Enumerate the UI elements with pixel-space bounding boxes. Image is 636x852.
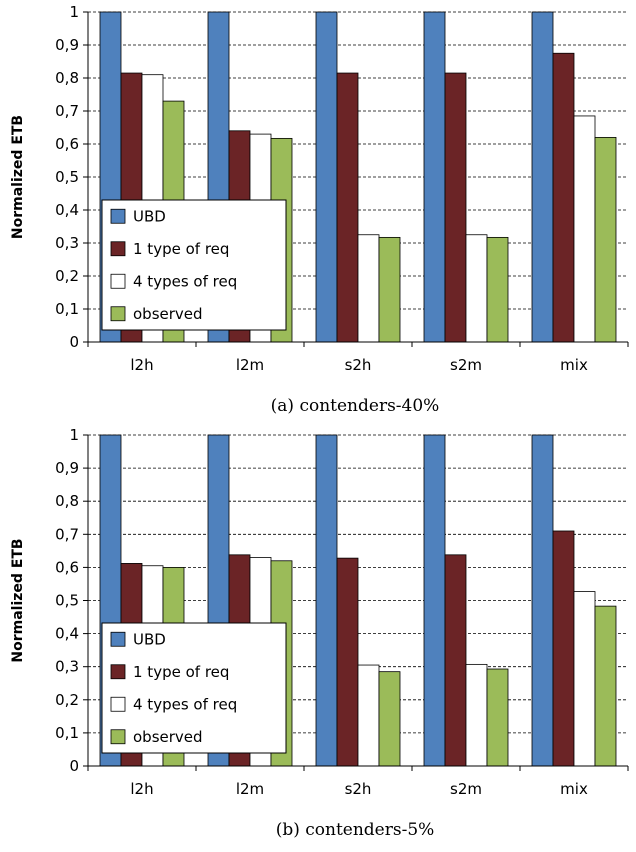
y-axis-label: Normalized ETB: [10, 115, 26, 239]
x-tick-label: s2h: [345, 356, 372, 374]
x-tick-label: mix: [560, 356, 588, 374]
bar-s2m-1-type-of-req: [444, 72, 467, 343]
y-tick-label: 0,5: [55, 592, 79, 610]
y-tick-label: 0: [69, 333, 79, 351]
legend-entry: observed: [133, 728, 203, 746]
bar-mix-4-types-of-req: [573, 591, 596, 767]
legend-swatch: [110, 306, 126, 322]
bar-s2m-4-types-of-req: [465, 234, 488, 343]
legend-entry: UBD: [133, 207, 166, 225]
y-tick-label: 0,4: [55, 625, 79, 643]
x-tick-label: l2h: [130, 780, 153, 798]
bar-s2m-4-types-of-req: [465, 663, 488, 767]
chart-a: 0 0,1 0,2 0,3 0,4 0,5 0,6 0,7 0,8 0,9 1 l2h l2m s2h s2…: [10, 3, 629, 416]
bar-mix-ubd: [531, 11, 554, 343]
bar-s2m-ubd: [423, 11, 446, 343]
y-tick-label: 0,4: [55, 201, 79, 219]
y-tick-label: 0,3: [55, 658, 79, 676]
bar-s2h-1-type-of-req: [336, 72, 359, 343]
y-tick-label: 0,8: [55, 492, 79, 510]
y-tick-label: 0,5: [55, 168, 79, 186]
legend-swatch: [110, 729, 126, 745]
bar-s2h-ubd: [315, 434, 338, 767]
bar-s2h-4-types-of-req: [357, 234, 380, 343]
legend-entry: 1 type of req: [133, 240, 229, 258]
legend-box: [101, 622, 287, 754]
y-tick-label: 0,2: [55, 691, 79, 709]
legend: UBD 1 type of req 4 types of req observed: [101, 199, 287, 331]
bar-s2h-4-types-of-req: [357, 664, 380, 767]
bar-mix-4-types-of-req: [573, 115, 596, 343]
x-tick-label: l2m: [236, 780, 264, 798]
y-axis-label: Normalized ETB: [10, 538, 26, 662]
y-tick-label: 0,9: [55, 36, 79, 54]
chart-caption: (b) contenders-5%: [276, 820, 435, 840]
legend-swatch: [110, 664, 126, 680]
legend-entry: observed: [133, 305, 203, 323]
legend-swatch: [110, 273, 126, 289]
legend-swatch: [110, 208, 126, 224]
legend-entry: 4 types of req: [133, 695, 237, 713]
x-tick-label: l2h: [130, 356, 153, 374]
legend-box: [101, 199, 287, 331]
bar-s2h-ubd: [315, 11, 338, 343]
y-tick-label: 1: [69, 426, 79, 444]
y-tick-label: 0,1: [55, 300, 79, 318]
bar-mix-1-type-of-req: [552, 52, 575, 343]
y-tick-label: 1: [69, 3, 79, 21]
legend-swatch: [110, 241, 126, 257]
bar-s2m-observed: [486, 668, 509, 767]
y-tick-label: 0,2: [55, 267, 79, 285]
y-tick-label: 0,6: [55, 558, 79, 576]
x-tick-label: s2m: [450, 356, 482, 374]
y-tick-label: 0,7: [55, 102, 79, 120]
legend: UBD 1 type of req 4 types of req observed: [101, 622, 287, 754]
x-tick-label: l2m: [236, 356, 264, 374]
x-tick-label: s2h: [345, 780, 372, 798]
legend-entry: 1 type of req: [133, 663, 229, 681]
bar-s2m-ubd: [423, 434, 446, 767]
y-tick-label: 0: [69, 757, 79, 775]
bar-mix-observed: [594, 136, 617, 343]
legend-swatch: [110, 696, 126, 712]
y-tick-label: 0,6: [55, 135, 79, 153]
bar-s2m-1-type-of-req: [444, 554, 467, 767]
legend-entry: UBD: [133, 630, 166, 648]
legend-entry: 4 types of req: [133, 272, 237, 290]
x-tick-label: s2m: [450, 780, 482, 798]
y-tick-label: 0,9: [55, 459, 79, 477]
bar-mix-1-type-of-req: [552, 530, 575, 767]
bar-s2m-observed: [486, 236, 509, 343]
chart-b: 0 0,1 0,2 0,3 0,4 0,5 0,6 0,7 0,8 0,9 1 l2h l2m s2h s2…: [10, 426, 629, 840]
x-tick-label: mix: [560, 780, 588, 798]
bar-s2h-observed: [378, 236, 401, 343]
bar-mix-observed: [594, 605, 617, 767]
bar-s2h-1-type-of-req: [336, 557, 359, 767]
bar-s2h-observed: [378, 671, 401, 767]
legend-swatch: [110, 631, 126, 647]
y-tick-label: 0,7: [55, 525, 79, 543]
y-tick-label: 0,1: [55, 724, 79, 742]
y-tick-label: 0,8: [55, 69, 79, 87]
y-tick-label: 0,3: [55, 234, 79, 252]
bar-mix-ubd: [531, 434, 554, 767]
chart-caption: (a) contenders-40%: [271, 396, 440, 416]
